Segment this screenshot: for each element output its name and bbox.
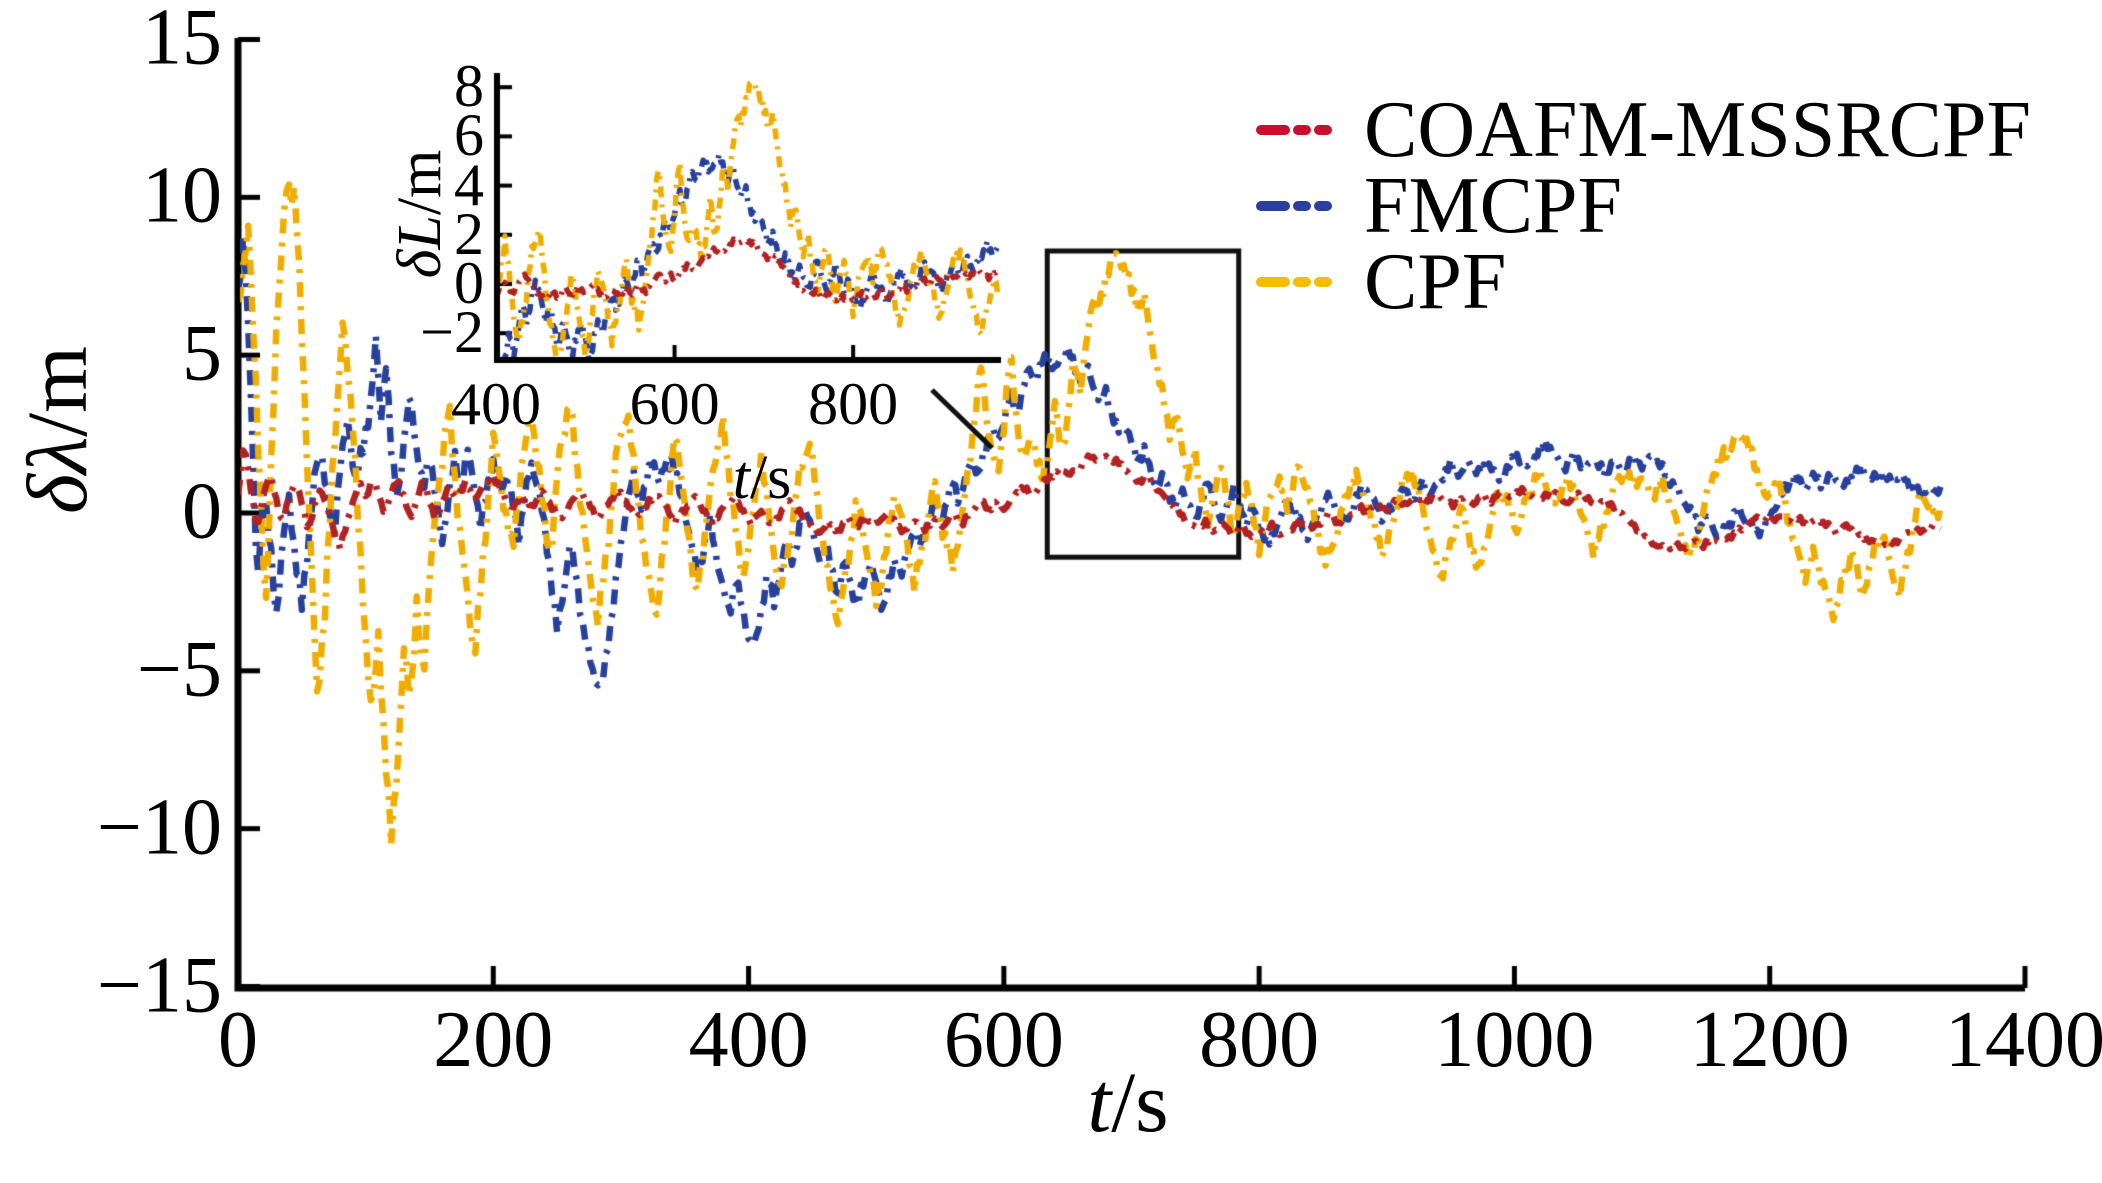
main-y-axis-label-var: δλ [9, 436, 105, 515]
main-x-axis-label-var: t [1087, 1054, 1112, 1150]
main-x-tick-label: 1400 [1945, 996, 2102, 1084]
legend-label: CPF [1364, 238, 1507, 326]
cpf-line-swatch-icon [1256, 277, 1348, 287]
inset-x-tick-label: 400 [451, 371, 541, 437]
inset-x-axis-label-unit: /s [749, 444, 792, 512]
inset-y-tick-label: 2 [454, 200, 484, 267]
inset-x-axis-label-var: t [732, 444, 750, 512]
legend-item-coafm-mssrcpf: COAFM-MSSRCPF [1256, 86, 2031, 174]
inset-x-tick-label: 600 [629, 371, 720, 437]
legend-label: FMCPF [1364, 162, 1622, 250]
inset-y-tick-label: 6 [454, 102, 484, 169]
main-y-tick-label: 10 [142, 151, 222, 240]
main-x-tick-label: 1200 [1689, 996, 1850, 1084]
inset-y-tick-label: 8 [454, 52, 484, 119]
main-x-tick-label: 400 [688, 996, 809, 1084]
inset-y-tick-label: 0 [454, 249, 484, 316]
fmcpf-line-swatch-icon [1256, 201, 1348, 211]
main-x-tick-label: 200 [433, 996, 554, 1084]
inset-x-tick-label: 800 [808, 371, 899, 437]
inset-y-axis-label-var: δL [386, 215, 454, 279]
main-y-tick-label: −10 [96, 783, 222, 872]
main-x-tick-label: 600 [943, 996, 1064, 1084]
inset-y-axis-label: δL/m [386, 149, 454, 279]
legend-item-cpf: CPF [1256, 238, 2031, 326]
coafm-mssrcpf-line-swatch-icon [1256, 125, 1348, 135]
inset-y-tick-label: 4 [454, 151, 484, 218]
main-y-tick-label: 5 [182, 309, 222, 398]
legend-label: COAFM-MSSRCPF [1364, 86, 2031, 174]
main-x-tick-label: 800 [1199, 996, 1320, 1084]
main-x-tick-label: 1000 [1434, 996, 1595, 1084]
main-x-axis-label-unit: /s [1111, 1054, 1169, 1150]
inset-y-tick-label: −2 [420, 298, 484, 365]
inset-x-axis-label: t/s [733, 447, 792, 509]
main-x-tick-label: 0 [218, 996, 258, 1084]
main-y-tick-label: −15 [96, 940, 222, 1029]
main-y-tick-label: −5 [136, 625, 222, 714]
inset-y-axis-label-unit: /m [386, 149, 454, 216]
legend: COAFM-MSSRCPF FMCPF CPF [1256, 86, 2031, 326]
legend-item-fmcpf: FMCPF [1256, 162, 2031, 250]
main-x-axis-label: t/s [1087, 1059, 1168, 1145]
main-y-axis-label-unit: /m [9, 345, 105, 437]
main-y-tick-label: 15 [142, 0, 222, 82]
main-y-axis-label: δλ/m [9, 346, 105, 514]
main-y-tick-label: 0 [182, 467, 222, 556]
